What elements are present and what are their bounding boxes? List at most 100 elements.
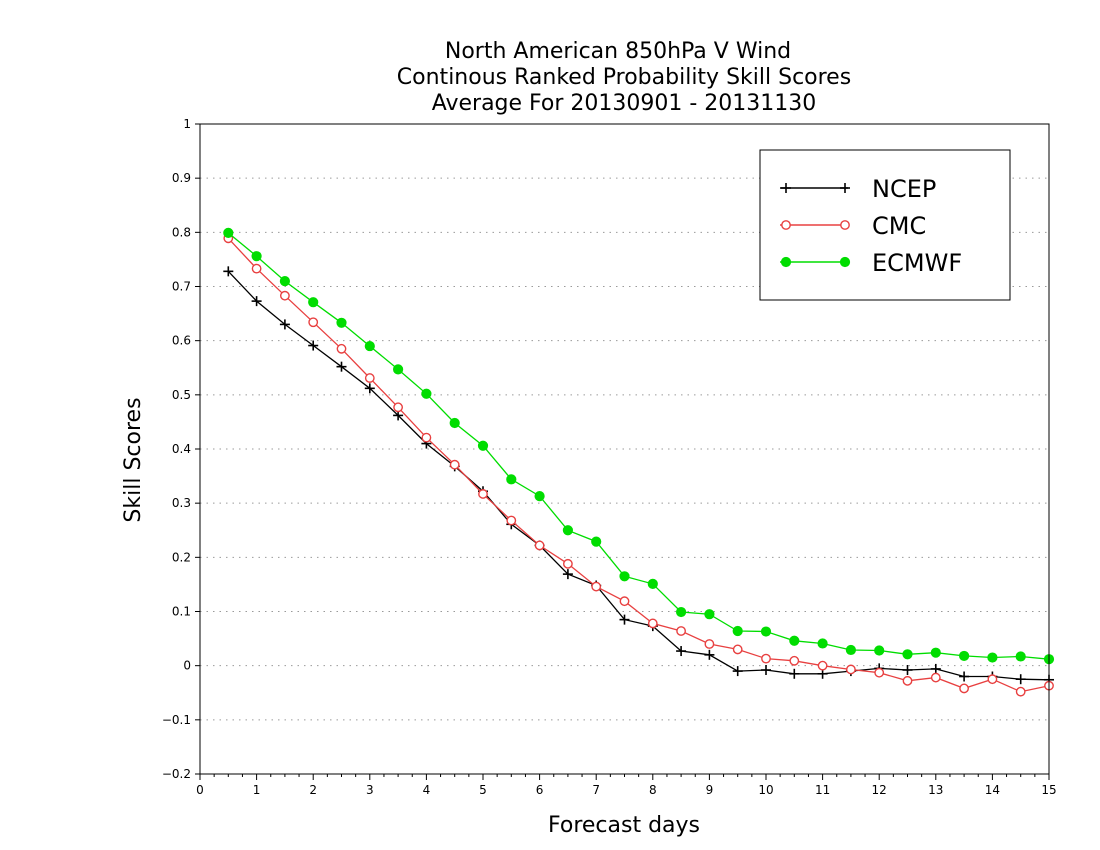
ecmwf-point [732,625,743,637]
series-ncep [223,266,1054,685]
cmc-line [227,237,1050,693]
x-axis-label: Forecast days [548,813,700,838]
cmc-point [789,655,800,666]
y-tick-label: 0.7 [172,280,191,294]
legend-label: NCEP [872,175,936,203]
y-axis: 1 0.9 0.8 0.7 0.6 0.5 0.4 0.3 0.2 0.1 0 −0.1 −0.2 [162,117,200,781]
ecmwf-point [421,388,432,399]
ncep-point [1015,674,1026,685]
x-tick-label: 6 [536,783,544,797]
cmc-point [478,489,488,499]
ecmwf-point [845,644,857,656]
ecmwf-point [930,647,941,658]
y-tick-label: 0.9 [172,171,191,185]
x-tick-label: 10 [758,783,773,797]
cmc-point [987,674,998,685]
x-tick-label: 14 [985,783,1000,797]
ecmwf-point [874,645,885,656]
y-tick-label: 0.2 [172,550,191,564]
title-line-3: Average For 20130901 - 20131130 [432,91,817,116]
y-tick-label: 0.5 [172,388,191,402]
cmc-point [364,373,375,383]
ncep-point [789,668,800,679]
ecmwf-point [223,227,234,238]
chart-title: North American 850hPa V Wind Continous R… [397,39,851,116]
cmc-point [449,459,460,470]
x-tick-label: 13 [928,783,943,797]
cmc-point [308,317,319,328]
cmc-point [732,644,743,655]
cmc-point [647,618,658,629]
ncep-point [732,666,743,677]
ecmwf-point [449,417,460,429]
cmc-point [336,343,347,354]
ecmwf-point [676,606,687,618]
ecmwf-point [534,491,545,502]
title-line-2: Continous Ranked Probability Skill Score… [397,65,851,90]
ncep-point [223,266,234,277]
ncep-point [676,646,687,657]
legend-label: ECMWF [872,249,962,277]
y-tick-label: 0.8 [172,225,191,239]
cmc-point [1015,686,1026,697]
cmc-point [251,263,262,274]
series-ecmwf [223,227,1055,665]
ecmwf-point [902,649,913,660]
title-line-1: North American 850hPa V Wind [445,39,791,64]
cmc-point [393,402,403,413]
x-tick-label: 1 [253,783,261,797]
legend-marker [780,256,792,268]
ecmwf-point [647,578,658,589]
ecmwf-point [562,525,574,536]
x-tick-label: 4 [423,783,431,797]
ecmwf-point [336,317,347,328]
x-tick-label: 5 [479,783,487,797]
plot-frame [199,123,1050,775]
legend-item-ncep: NCEP [780,175,936,203]
ncep-point [704,649,715,660]
ecmwf-point [619,571,630,582]
cmc-point [421,432,432,443]
cmc-point [591,581,602,592]
cmc-point [704,639,715,649]
ncep-point [562,569,573,580]
x-tick-label: 12 [872,783,887,797]
legend-item-ecmwf: ECMWF [780,249,962,277]
ncep-point [930,663,941,674]
ecmwf-point [817,638,828,649]
ncep-point [902,665,913,675]
ecmwf-point [704,609,715,620]
ecmwf-point [251,251,262,262]
y-tick-label: 0 [183,659,191,673]
legend-item-cmc: CMC [780,212,926,240]
legend-marker [840,220,850,230]
ncep-point [761,665,771,675]
y-tick-label: 0.6 [172,334,191,348]
x-tick-label: 15 [1041,783,1056,797]
cmc-point [761,653,771,664]
ecmwf-point [364,340,375,352]
ncep-point [959,671,970,682]
ecmwf-point [393,364,404,375]
cmc-point [676,626,686,636]
cmc-point [846,664,856,675]
ncep-point [279,319,290,330]
ecmwf-point [506,474,517,485]
ecmwf-point [477,440,489,451]
legend-marker [781,183,791,193]
legend-label: CMC [872,212,926,240]
x-tick-label: 3 [366,783,374,797]
legend-marker [839,256,851,268]
x-tick-label: 11 [815,783,830,797]
x-tick-label: 9 [706,783,714,797]
ecmwf-point [760,626,772,637]
ncep-point [251,296,262,307]
legend: NCEP CMC ECMWF [759,149,1011,301]
legend-marker [840,183,850,193]
ecmwf-point [789,635,800,646]
y-tick-label: 0.1 [172,605,191,619]
ncep-point [364,383,375,394]
cmc-point [563,558,573,569]
cmc-point [817,660,828,671]
